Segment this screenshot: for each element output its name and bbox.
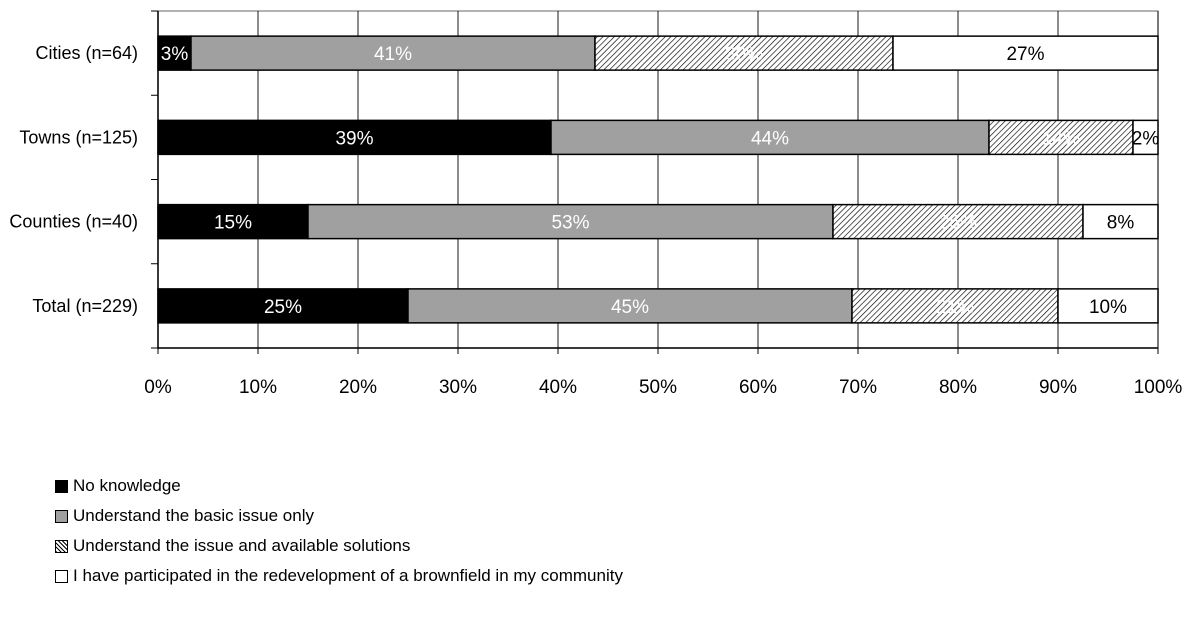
bar-segment: [157, 119, 552, 156]
axes: 0% 10% 20% 30% 40% 50% 60% 70% 80% 90% 100% Cities …: [9, 10, 1183, 398]
x-tick-label: 60%: [739, 377, 777, 398]
data-label: 14%: [1042, 128, 1080, 149]
data-label: 3%: [161, 44, 189, 65]
data-label: 10%: [1089, 297, 1127, 318]
bar-segment: [1057, 288, 1159, 324]
legend-item: Understand the issue and available solut…: [55, 535, 410, 557]
data-label: 2%: [1132, 128, 1160, 149]
legend-item: No knowledge: [55, 475, 181, 497]
data-label: 25%: [264, 297, 302, 318]
data-label: 8%: [1107, 213, 1135, 234]
bar-segment: [851, 288, 1059, 324]
data-label: 25%: [939, 213, 977, 234]
bar-segment: [307, 203, 834, 240]
bar-segment: [157, 35, 192, 71]
chart-canvas: 3% 41% 30% 27% 39% 44% 14% 2% 15% 53% 25% 8% 25% 45% 2…: [9, 10, 1183, 398]
legend-swatch: [55, 539, 68, 553]
data-label: 30%: [725, 44, 763, 65]
bar-segment: [832, 203, 1084, 240]
data-label: 44%: [751, 128, 789, 149]
legend-swatch: [55, 569, 68, 583]
data-label: 21%: [936, 297, 974, 318]
x-tick-label: 30%: [439, 377, 477, 398]
data-label: 15%: [214, 213, 252, 234]
x-tick-label: 0%: [144, 377, 172, 398]
x-tick-label: 10%: [239, 377, 277, 398]
legend-swatch: [55, 479, 68, 493]
category-label: Cities (n=64): [35, 43, 138, 63]
bar-segment: [407, 288, 853, 324]
data-label: 45%: [611, 297, 649, 318]
legend-label: I have participated in the redevelopment…: [73, 566, 623, 585]
bar-segment: [550, 119, 990, 156]
data-label: 39%: [335, 128, 373, 149]
x-tick-label: 70%: [839, 377, 877, 398]
x-tick-label: 100%: [1134, 377, 1183, 398]
bar-segment: [892, 35, 1159, 71]
data-label: 41%: [374, 44, 412, 65]
legend-item: Understand the basic issue only: [55, 505, 314, 527]
category-label: Total (n=229): [32, 296, 138, 316]
legend-label: No knowledge: [73, 476, 181, 495]
bar-segment: [157, 288, 409, 324]
bar-segment: [1132, 119, 1159, 156]
legend-label: Understand the issue and available solut…: [73, 536, 411, 555]
bar-segment: [1082, 203, 1159, 240]
x-tick-label: 90%: [1039, 377, 1077, 398]
data-label: 27%: [1006, 44, 1044, 65]
legend-swatch: [55, 509, 68, 523]
category-label: Towns (n=125): [19, 127, 138, 147]
x-tick-label: 40%: [539, 377, 577, 398]
x-tick-label: 20%: [339, 377, 377, 398]
category-label: Counties (n=40): [9, 212, 138, 232]
legend-item: I have participated in the redevelopment…: [55, 565, 623, 587]
legend-label: Understand the basic issue only: [73, 506, 314, 525]
x-tick-label: 50%: [639, 377, 677, 398]
data-label: 53%: [551, 213, 589, 234]
bar-segment: [988, 119, 1134, 156]
bars: 3% 41% 30% 27% 39% 44% 14% 2% 15% 53% 25% 8% 25% 45% 2…: [157, 35, 1160, 324]
x-tick-label: 80%: [939, 377, 977, 398]
